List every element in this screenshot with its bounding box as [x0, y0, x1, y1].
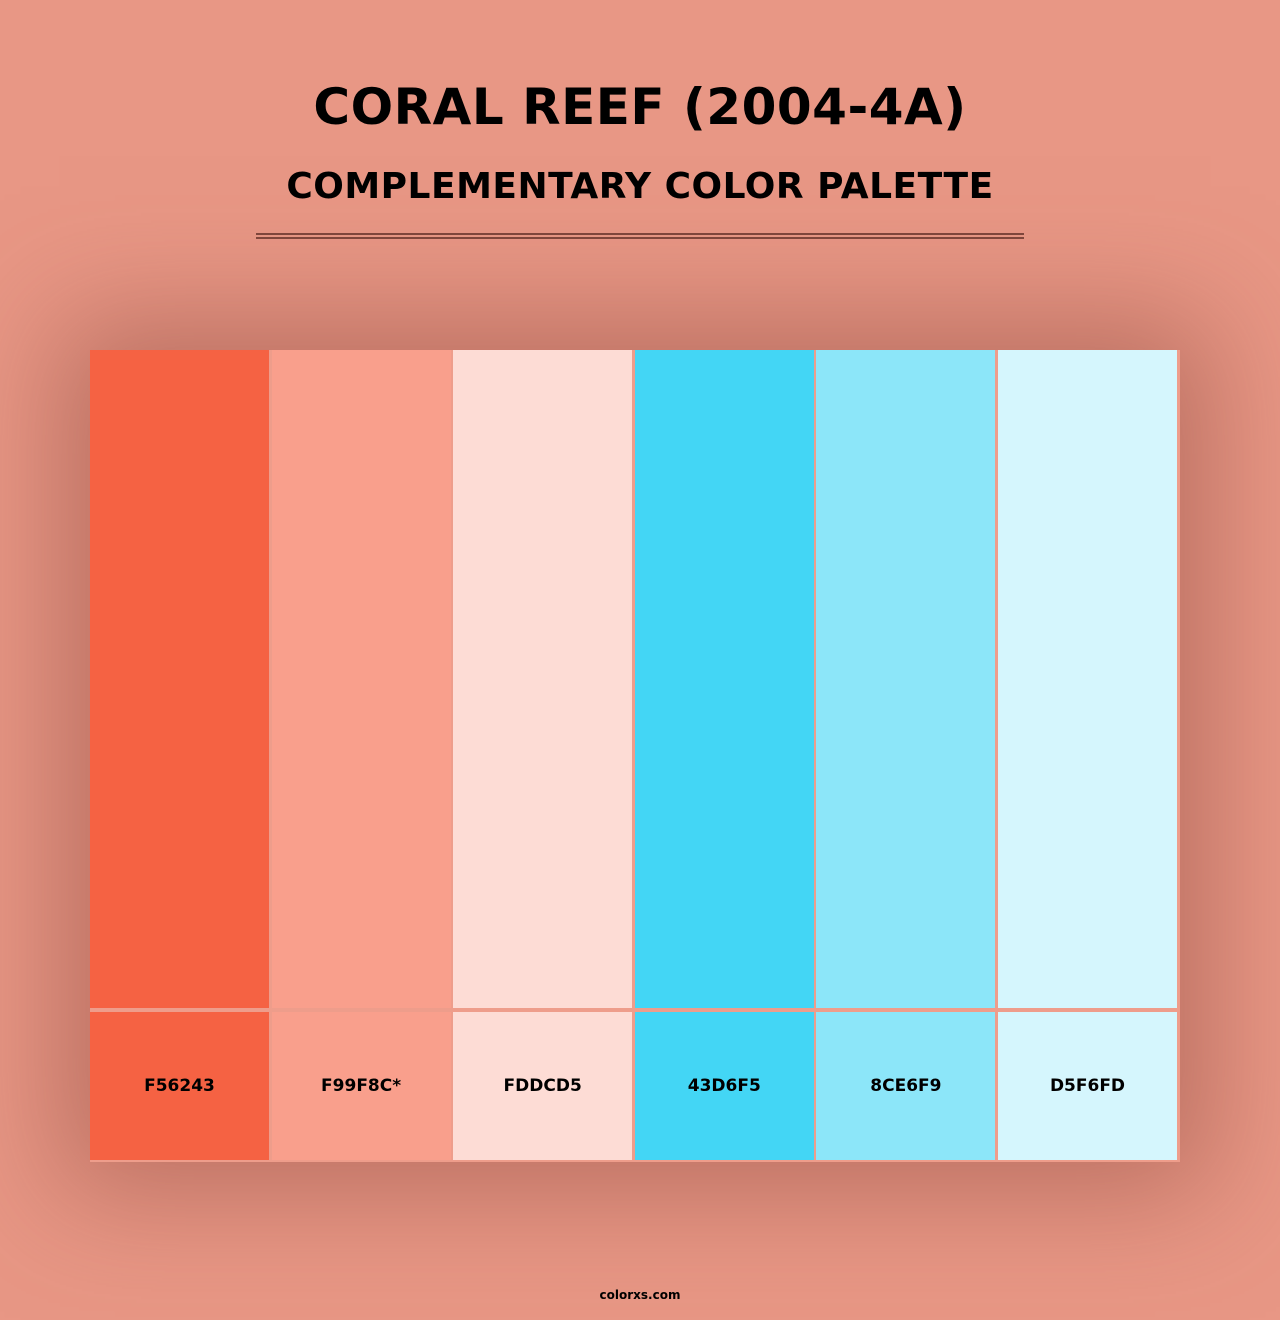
color-swatch[interactable]: [816, 350, 996, 1008]
color-code: FDDCD5: [453, 1012, 633, 1160]
color-swatch[interactable]: [271, 350, 451, 1008]
page-title: CORAL REEF (2004-4A): [313, 78, 967, 136]
color-code: F56243: [90, 1012, 269, 1160]
color-column[interactable]: F99F8C*: [271, 350, 451, 1162]
color-column[interactable]: 43D6F5: [634, 350, 814, 1162]
color-column[interactable]: D5F6FD: [998, 350, 1177, 1162]
color-code: 43D6F5: [634, 1012, 814, 1160]
footer-site[interactable]: colorxs.com: [599, 1288, 681, 1302]
color-palette: F56243 F99F8C* FDDCD5 43D6F5 8CE6F9 D5F6FD: [90, 350, 1180, 1162]
divider: [256, 233, 1024, 235]
color-column[interactable]: F56243: [90, 350, 269, 1162]
divider: [256, 237, 1024, 239]
color-swatch[interactable]: [453, 350, 633, 1008]
color-swatch[interactable]: [634, 350, 814, 1008]
color-code: D5F6FD: [998, 1012, 1177, 1160]
page-subtitle: COMPLEMENTARY COLOR PALETTE: [286, 166, 994, 207]
color-code: F99F8C*: [271, 1012, 451, 1160]
color-code: 8CE6F9: [816, 1012, 996, 1160]
color-swatch[interactable]: [90, 350, 269, 1008]
color-swatch[interactable]: [998, 350, 1177, 1008]
color-column[interactable]: FDDCD5: [453, 350, 633, 1162]
color-column[interactable]: 8CE6F9: [816, 350, 996, 1162]
